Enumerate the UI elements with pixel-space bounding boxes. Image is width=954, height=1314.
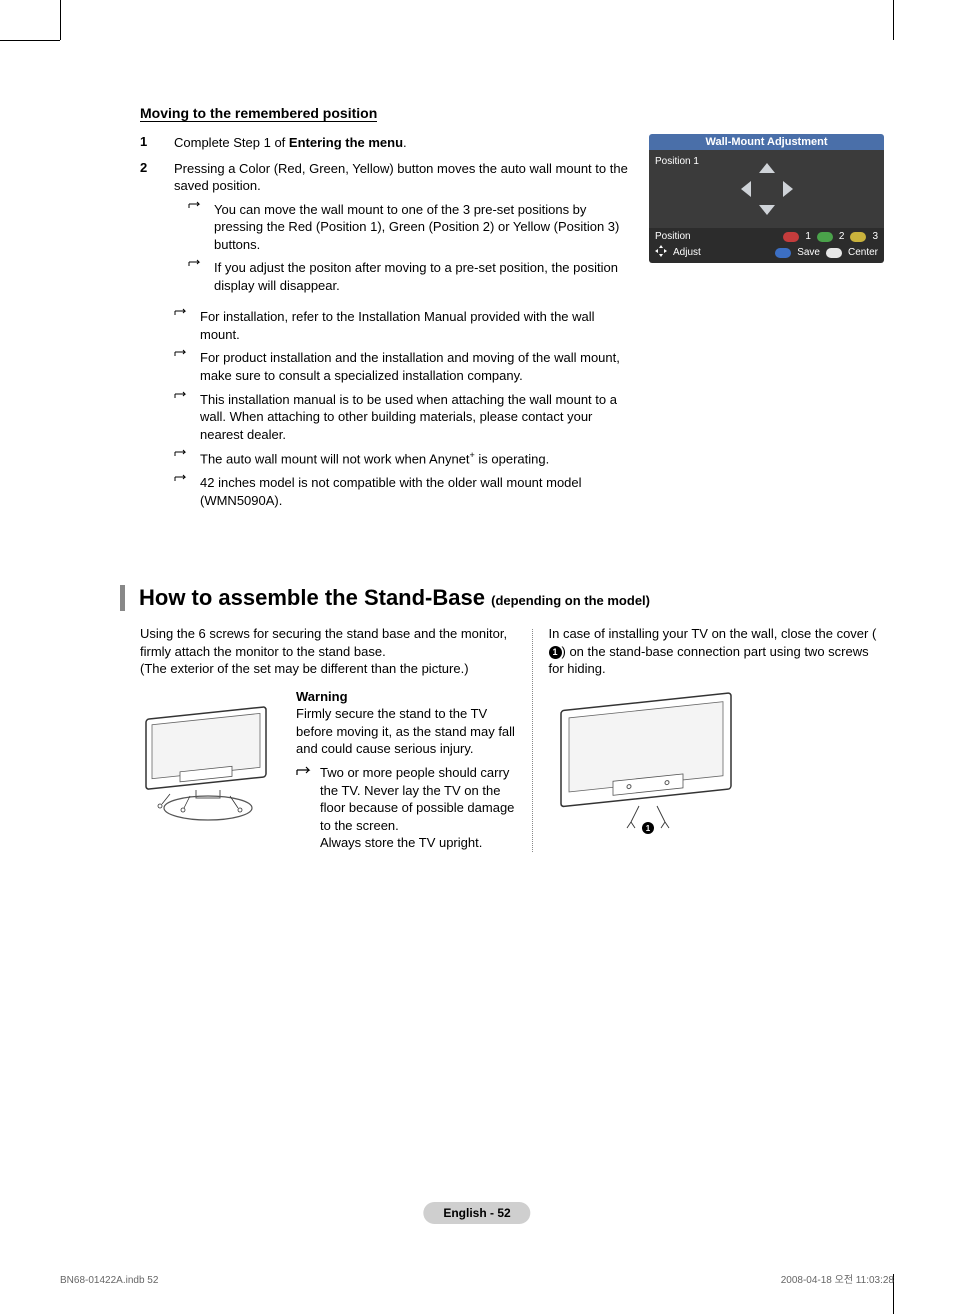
arrow-icon — [188, 201, 204, 254]
note-bullet: You can move the wall mount to one of th… — [188, 201, 631, 254]
arrow-right-icon — [783, 181, 793, 197]
note-bullet: The auto wall mount will not work when A… — [174, 449, 631, 468]
arrow-icon — [174, 308, 190, 343]
osd-dpad — [727, 159, 807, 219]
footer-doc-id: BN68-01422A.indb 52 — [60, 1275, 158, 1286]
page-number-badge: English - 52 — [423, 1202, 530, 1224]
warning-text: Firmly secure the stand to the TV before… — [296, 705, 516, 758]
blue-pill-icon — [775, 248, 791, 258]
svg-text:1: 1 — [645, 824, 650, 833]
osd-title: Wall-Mount Adjustment — [649, 134, 884, 150]
dpad-icon — [655, 245, 667, 260]
dotted-divider — [532, 629, 533, 852]
arrow-icon — [174, 449, 190, 468]
note-bullet: 42 inches model is not compatible with t… — [174, 474, 631, 509]
osd-position-label: Position 1 — [655, 156, 699, 167]
section-heading-move: Moving to the remembered position — [140, 105, 377, 122]
osd-footer-adjust: Adjust — [673, 247, 701, 258]
footer-timestamp: 2008-04-18 오전 11:03:28 — [781, 1271, 894, 1286]
arrow-up-icon — [759, 163, 775, 173]
osd-footer-3: 3 — [872, 231, 878, 242]
note-bullet: This installation manual is to be used w… — [174, 391, 631, 444]
osd-footer-1: 1 — [805, 231, 811, 242]
osd-footer-center: Center — [848, 247, 878, 258]
note-bullet: For installation, refer to the Installat… — [174, 308, 631, 343]
info-pill-icon — [826, 248, 842, 258]
arrow-icon — [174, 349, 190, 384]
tv-wall-illustration: 1 — [549, 688, 885, 843]
arrow-icon — [296, 764, 312, 852]
red-pill-icon — [783, 232, 799, 242]
arrow-icon — [174, 474, 190, 509]
osd-footer-2: 2 — [839, 231, 845, 242]
manual-page: Moving to the remembered position 1 Comp… — [0, 0, 954, 1314]
warning-bullet: Two or more people should carry the TV. … — [296, 764, 516, 852]
step-number: 1 — [140, 134, 152, 152]
osd-footer-save: Save — [797, 247, 820, 258]
osd-panel: Wall-Mount Adjustment Position 1 — [649, 134, 884, 263]
wall-install-text: In case of installing your TV on the wal… — [549, 625, 885, 678]
yellow-pill-icon — [850, 232, 866, 242]
circled-1-icon: 1 — [549, 646, 562, 659]
step-number: 2 — [140, 160, 152, 301]
note-bullet: For product installation and the install… — [174, 349, 631, 384]
tv-stand-illustration — [140, 688, 284, 852]
green-pill-icon — [817, 232, 833, 242]
osd-footer-position: Position — [655, 231, 691, 242]
warning-label: Warning — [296, 688, 516, 706]
arrow-icon — [174, 391, 190, 444]
arrow-left-icon — [741, 181, 751, 197]
step-text: Pressing a Color (Red, Green, Yellow) bu… — [174, 160, 631, 195]
arrow-icon — [188, 259, 204, 294]
section-heading-stand: How to assemble the Stand-Base (dependin… — [139, 585, 884, 611]
step-text: Complete Step 1 of Entering the menu. — [174, 134, 631, 152]
stand-intro-text: Using the 6 screws for securing the stan… — [140, 625, 516, 678]
arrow-down-icon — [759, 205, 775, 215]
note-bullet: If you adjust the positon after moving t… — [188, 259, 631, 294]
